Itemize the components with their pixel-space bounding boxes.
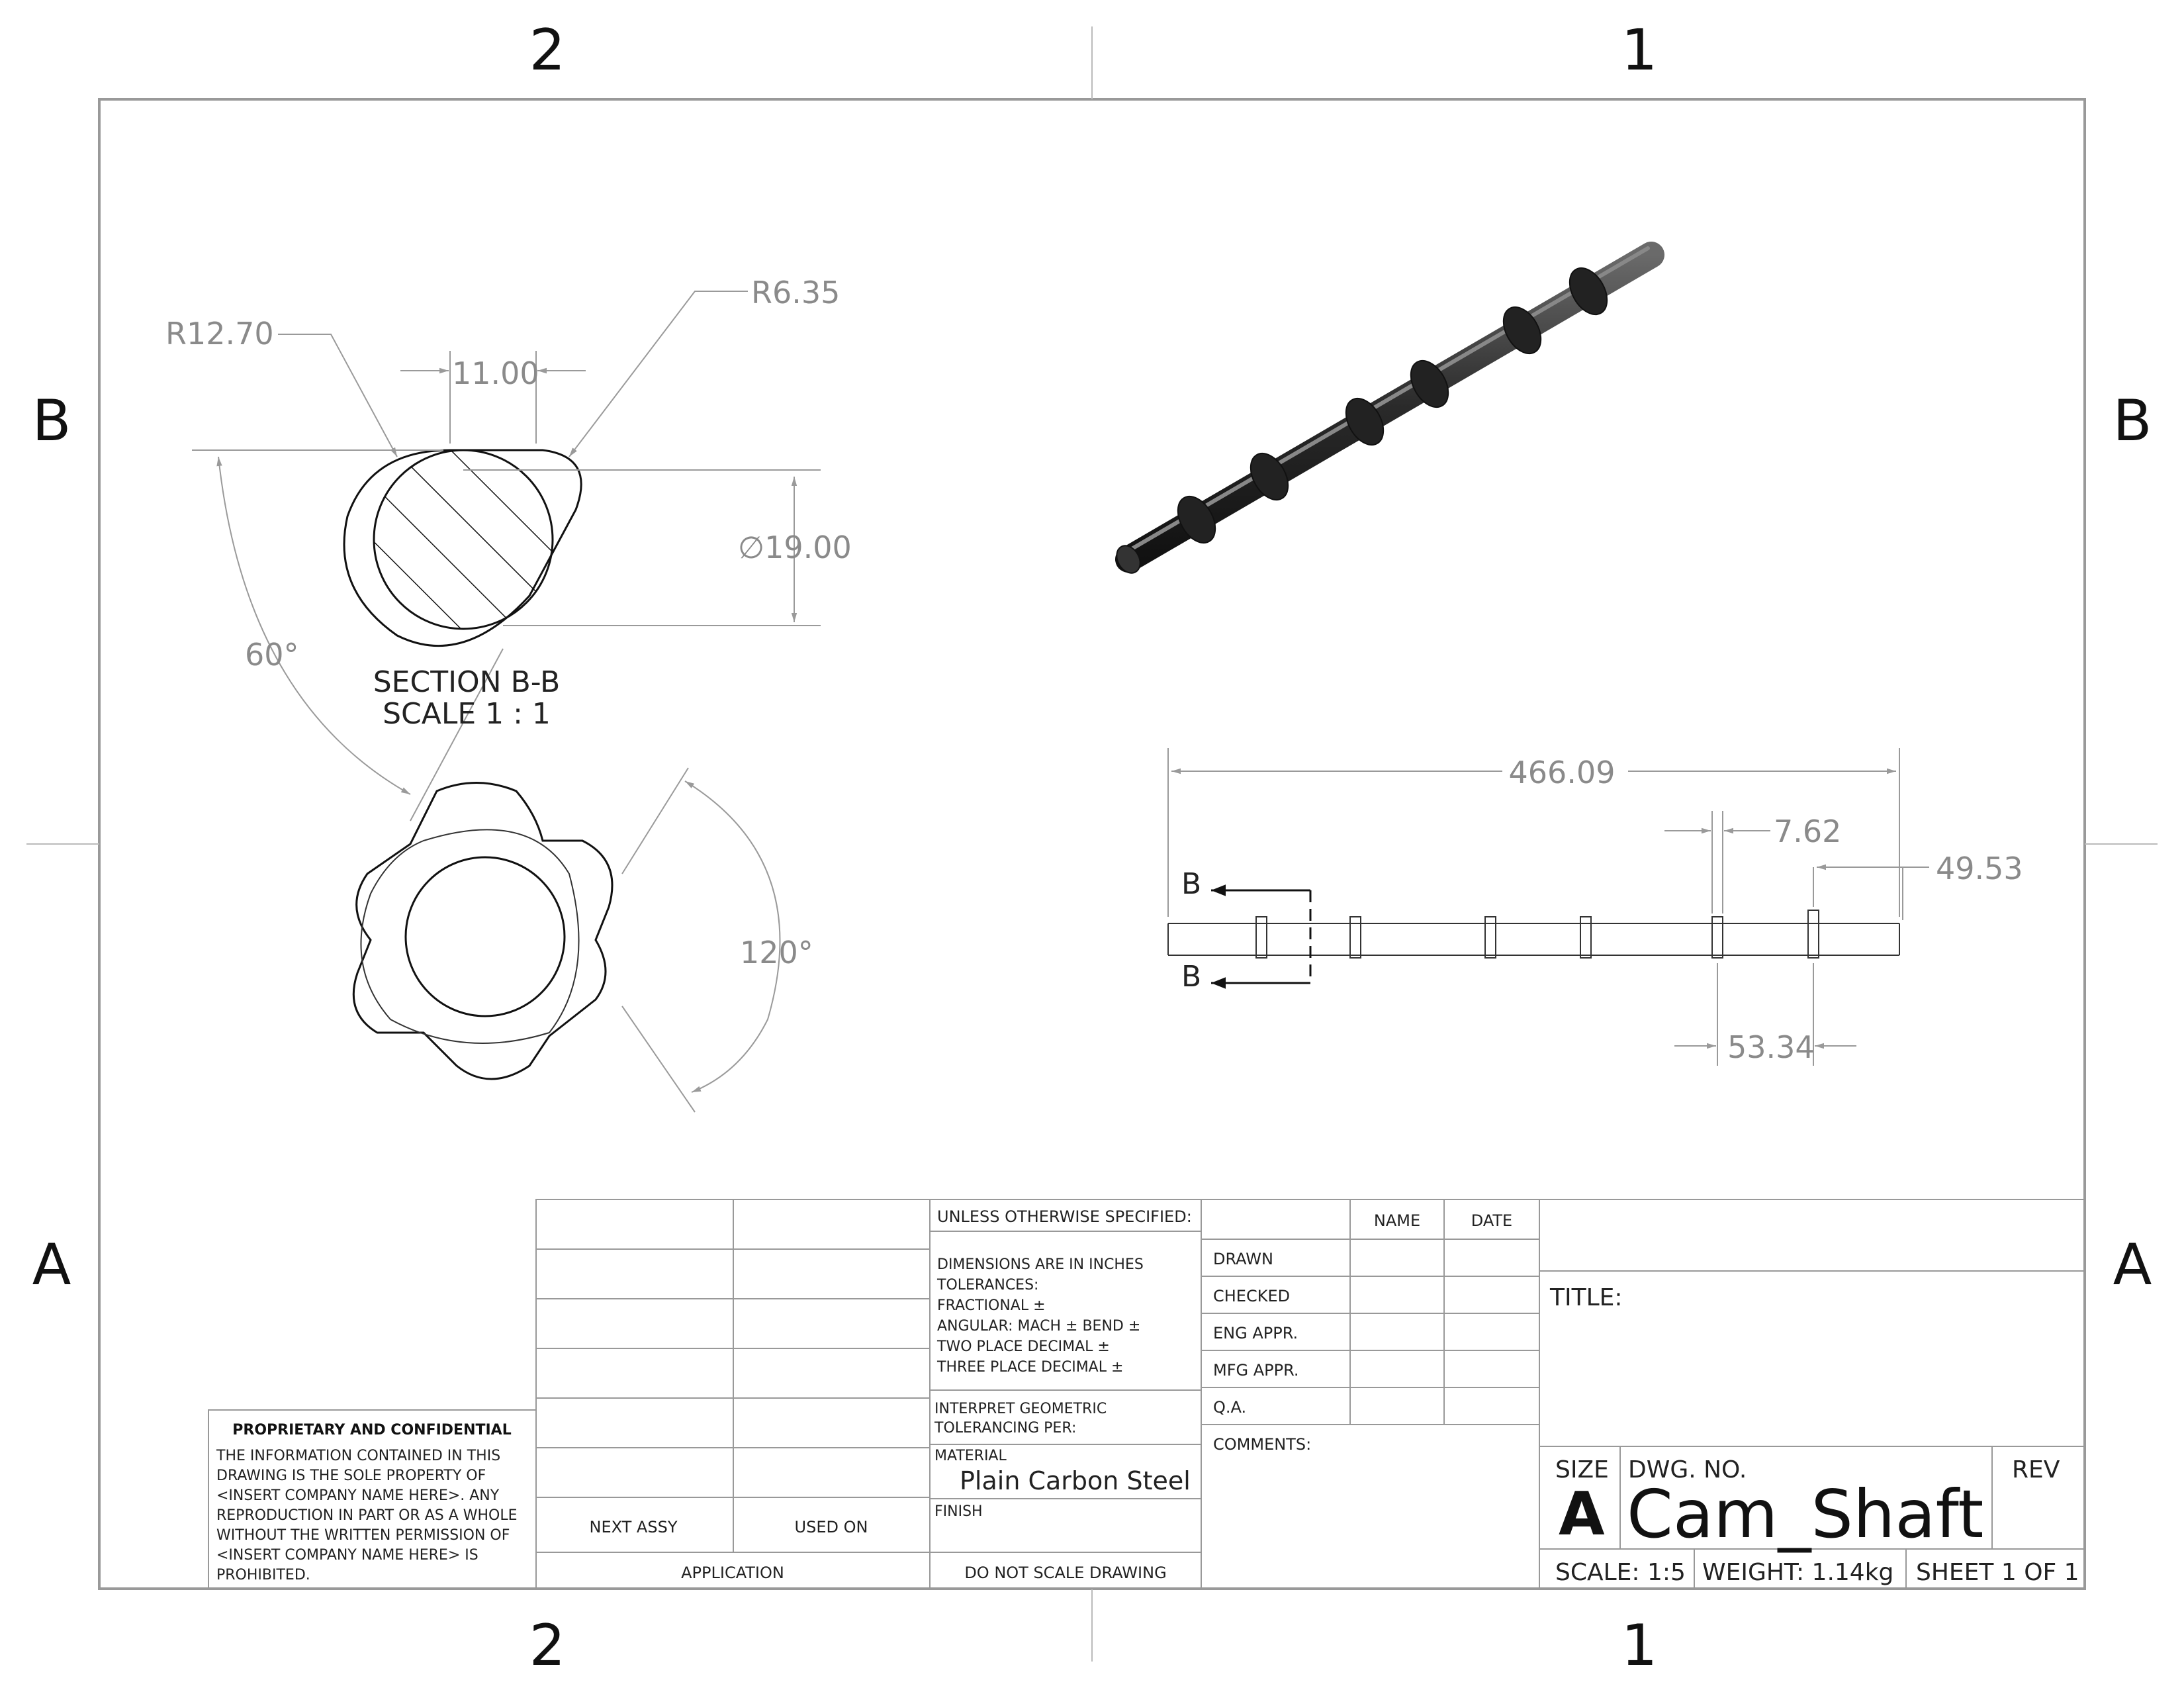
tolerance-line: FRACTIONAL ± xyxy=(937,1297,1046,1314)
proprietary-line: <INSERT COMPANY NAME HERE> IS xyxy=(216,1547,478,1564)
next-assy-label: NEXT ASSY xyxy=(590,1518,678,1536)
approval-eng: ENG APPR. xyxy=(1213,1324,1298,1342)
approval-mfg: MFG APPR. xyxy=(1213,1361,1299,1380)
end-view xyxy=(352,782,614,1080)
hatched-shaft-section xyxy=(373,449,554,630)
dim-7-62: 7.62 xyxy=(1774,814,1841,849)
section-dimensions xyxy=(192,291,821,821)
dim-120-deg: 120° xyxy=(740,935,813,970)
dim-dia-19-00: ∅19.00 xyxy=(738,530,852,565)
tolerance-line: DIMENSIONS ARE IN INCHES xyxy=(937,1256,1144,1273)
proprietary-line: DRAWING IS THE SOLE PROPERTY OF xyxy=(216,1468,486,1484)
proprietary-line: THE INFORMATION CONTAINED IN THIS xyxy=(216,1448,500,1464)
zone-label-left-B: B xyxy=(32,388,71,454)
name-header: NAME xyxy=(1374,1211,1420,1230)
scale-value: SCALE: 1:5 xyxy=(1555,1559,1686,1586)
dim-49-53: 49.53 xyxy=(1936,851,2023,886)
interpret-line: TOLERANCING PER: xyxy=(934,1420,1076,1436)
section-arrow-label-top: B xyxy=(1181,867,1201,901)
weight-value: WEIGHT: 1.14kg xyxy=(1702,1559,1893,1586)
side-view-dimensions xyxy=(1167,748,1929,1066)
finish-label: FINISH xyxy=(934,1503,983,1520)
do-not-scale: DO NOT SCALE DRAWING xyxy=(964,1564,1166,1582)
tolerance-line: TOLERANCES: xyxy=(936,1277,1038,1293)
approval-checked: CHECKED xyxy=(1213,1287,1290,1305)
application-label: APPLICATION xyxy=(681,1564,784,1582)
proprietary-line: REPRODUCTION IN PART OR AS A WHOLE xyxy=(216,1507,518,1524)
approval-drawn: DRAWN xyxy=(1213,1250,1273,1268)
proprietary-line: WITHOUT THE WRITTEN PERMISSION OF xyxy=(216,1527,510,1544)
proprietary-title: PROPRIETARY AND CONFIDENTIAL xyxy=(232,1422,511,1438)
title-label: TITLE: xyxy=(1549,1284,1623,1311)
section-b-b-view xyxy=(343,449,582,647)
section-scale: SCALE 1 : 1 xyxy=(383,697,551,731)
dim-r6-35: R6.35 xyxy=(751,275,840,310)
tolerance-line: THREE PLACE DECIMAL ± xyxy=(936,1359,1123,1376)
dim-53-34: 53.34 xyxy=(1727,1029,1815,1065)
unless-specified: UNLESS OTHERWISE SPECIFIED: xyxy=(937,1207,1192,1226)
dim-60-deg: 60° xyxy=(245,637,299,673)
dim-r12-70: R12.70 xyxy=(165,316,274,352)
zone-label-left-A: A xyxy=(32,1232,71,1298)
zone-label-bottom-2: 2 xyxy=(529,1613,566,1679)
zone-label-top-2: 2 xyxy=(529,17,566,83)
zone-label-right-B: B xyxy=(2113,388,2152,454)
sheet-value: SHEET 1 OF 1 xyxy=(1916,1559,2079,1586)
approval-qa: Q.A. xyxy=(1213,1398,1246,1417)
proprietary-line: <INSERT COMPANY NAME HERE>. ANY xyxy=(216,1487,500,1504)
dim-11-00: 11.00 xyxy=(452,355,539,391)
material-label: MATERIAL xyxy=(934,1448,1007,1464)
comments-label: COMMENTS: xyxy=(1213,1435,1311,1454)
cam-lobes-outline xyxy=(352,782,614,1080)
rev-label: REV xyxy=(2012,1456,2060,1483)
dwg-no-value: Cam_Shaft xyxy=(1627,1476,1983,1553)
title-block-grid xyxy=(535,1199,2085,1589)
proprietary-line: PROHIBITED. xyxy=(216,1567,310,1583)
section-title: SECTION B-B xyxy=(373,665,561,699)
proprietary-box xyxy=(208,1409,537,1589)
tolerance-line: TWO PLACE DECIMAL ± xyxy=(936,1338,1110,1355)
material-value: Plain Carbon Steel xyxy=(960,1466,1191,1495)
side-view xyxy=(1167,884,1900,989)
size-value: A xyxy=(1559,1479,1605,1549)
zone-label-right-A: A xyxy=(2113,1232,2152,1298)
interpret-line: INTERPRET GEOMETRIC xyxy=(934,1401,1107,1417)
size-label: SIZE xyxy=(1555,1456,1609,1483)
zone-label-top-1: 1 xyxy=(1621,17,1658,83)
used-on-label: USED ON xyxy=(795,1518,868,1536)
date-header: DATE xyxy=(1471,1211,1512,1230)
section-arrow-label-bottom: B xyxy=(1181,960,1201,994)
tolerance-line: ANGULAR: MACH ± BEND ± xyxy=(937,1318,1140,1335)
cam-lobe-inner xyxy=(360,829,580,1044)
dwg-no-label: DWG. NO. xyxy=(1628,1456,1747,1483)
shaft-circle xyxy=(404,856,566,1017)
zone-label-bottom-1: 1 xyxy=(1621,1613,1658,1679)
isometric-cam-shaft xyxy=(1115,242,1664,574)
dim-466-09: 466.09 xyxy=(1509,755,1615,790)
end-view-dimensions xyxy=(621,767,781,1113)
